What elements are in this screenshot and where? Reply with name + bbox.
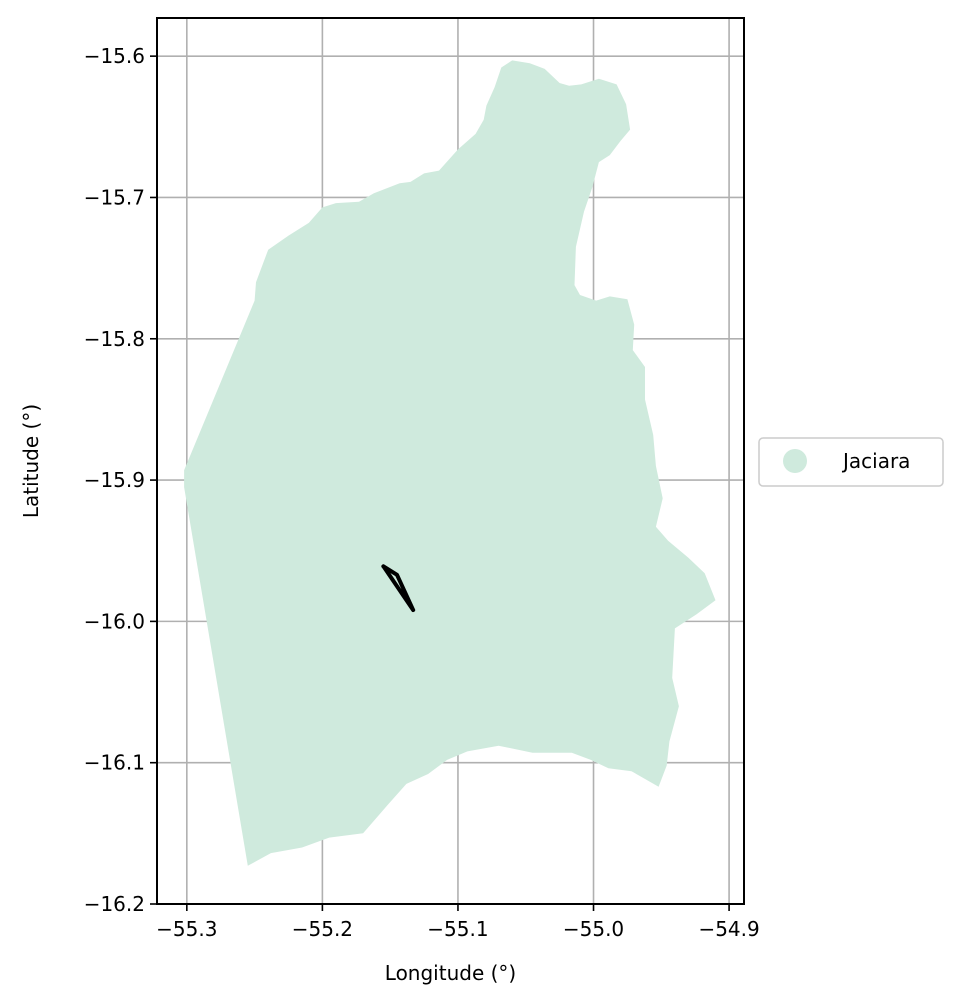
y-tick-label: −16.2 xyxy=(84,892,145,916)
y-tick-label: −15.7 xyxy=(84,185,145,209)
x-tick-label: −55.3 xyxy=(156,917,217,941)
legend: Jaciara xyxy=(758,437,944,487)
x-axis-label: Longitude (°) xyxy=(385,961,516,985)
x-tick-label: −54.9 xyxy=(698,917,759,941)
y-tick-label: −16.1 xyxy=(84,751,145,775)
y-tick-label: −15.9 xyxy=(84,468,145,492)
x-tick-label: −55.1 xyxy=(427,917,488,941)
x-tick-label: −55.2 xyxy=(292,917,353,941)
black-line-feature xyxy=(381,564,416,613)
axis-ticks: −55.3 −55.2 −55.1 −55.0 −54.9 −15.6 −15.7 −15.8… xyxy=(84,44,760,941)
jaciara-region-polygon xyxy=(184,60,716,866)
y-tick-label: −15.6 xyxy=(84,44,145,68)
y-axis-label: Latitude (°) xyxy=(19,404,43,518)
legend-marker-jaciara xyxy=(783,449,807,473)
y-tick-label: −15.8 xyxy=(84,327,145,351)
axes-frame xyxy=(156,17,745,905)
x-tick-label: −55.0 xyxy=(563,917,624,941)
y-tick-label: −16.0 xyxy=(84,609,145,633)
legend-box xyxy=(758,437,944,487)
legend-label-jaciara: Jaciara xyxy=(841,449,910,473)
